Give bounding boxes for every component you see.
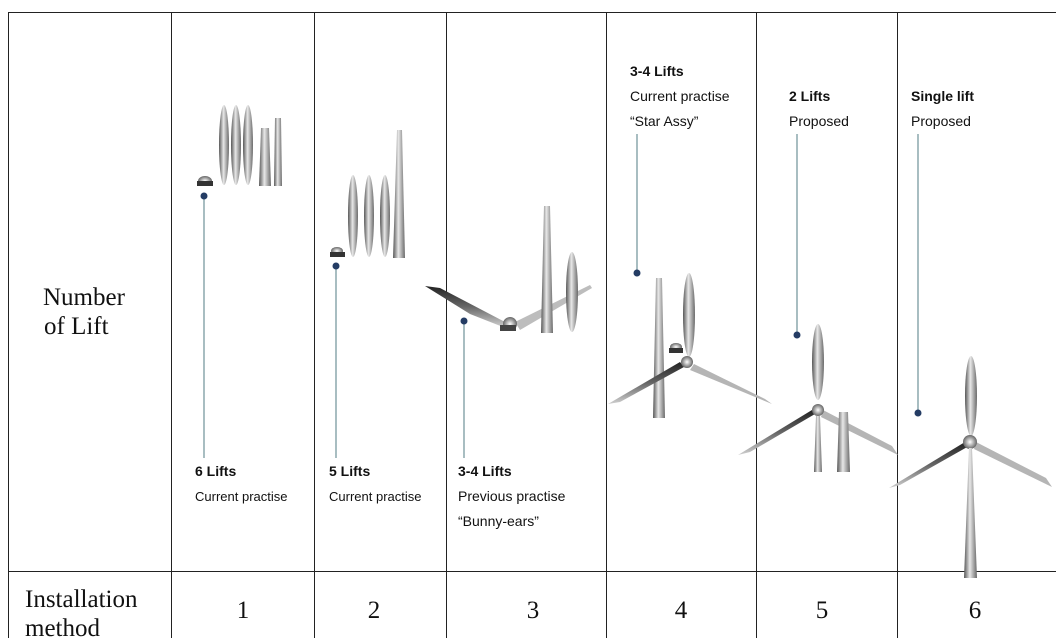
practise-status: Proposed [911,113,971,129]
method-5-illustration [738,134,898,472]
tower-section-icon [259,128,271,186]
nacelle-icon [669,343,683,353]
marker-dot [793,331,801,339]
method-number: 5 [815,597,829,624]
rotor-blade-icon [821,410,898,455]
grid-line [8,571,1056,572]
method-number: 3 [526,597,540,624]
method-3-caption: 3-4 Lifts Previous practise “Bunny-ears” [458,459,565,534]
method-name: “Star Assy” [630,113,699,129]
grid-line [8,12,9,638]
practise-status: Current practise [195,489,288,504]
practise-status: Proposed [789,113,849,129]
tower-icon [393,130,405,258]
blade-icon [812,324,824,400]
grid-line [171,12,172,638]
rotor-blade-icon [425,286,505,327]
method-number: 4 [674,597,688,624]
lift-count: 3-4 Lifts [458,463,512,479]
method-6-illustration [889,134,1052,578]
blade-icon [566,252,578,332]
row-label-installation-method: Installation method [25,585,137,638]
practise-status: Current practise [630,88,730,104]
row-label-number-of-lift: Number of Lift [43,283,125,341]
nacelle-icon [330,247,345,257]
rotor-blade-icon [974,442,1052,487]
grid-line [8,12,1056,13]
grid-line [606,12,607,638]
method-6-caption: Single lift Proposed [911,84,974,134]
tower-icon [653,278,665,418]
grid-line [446,12,447,638]
grid-line [897,12,898,638]
method-number: 2 [367,597,381,624]
lift-count: 2 Lifts [789,88,831,104]
tower-icon [964,448,977,578]
lift-count: 5 Lifts [329,463,371,479]
marker-dot [914,409,922,417]
blade-icon [380,175,390,257]
blade-icon [348,175,358,257]
tower-section-icon [837,412,850,472]
blade-icon [243,105,253,185]
row-label-line: of Lift [44,313,109,340]
lift-count: 3-4 Lifts [630,63,684,79]
rotor-blade-icon [515,285,592,330]
blade-icon [364,175,374,257]
marker-dot [633,269,641,277]
blade-icon [965,356,977,436]
method-3-illustration [425,206,592,458]
practise-status: Previous practise [458,488,566,504]
marker-dot [460,317,468,325]
tower-icon [814,416,822,472]
method-1-caption: 6 Lifts Current practise [195,459,287,509]
row-label-line: method [25,615,100,638]
row-label-line: Installation [25,586,138,613]
rotor-blade-icon [608,362,684,404]
method-5-caption: 2 Lifts Proposed [789,84,849,134]
blade-icon [219,105,229,185]
hub-icon [963,435,977,449]
lift-count: 6 Lifts [195,463,237,479]
method-2-caption: 5 Lifts Current practise [329,459,421,509]
method-1-illustration [197,105,282,458]
tower-section-icon [274,118,282,186]
hub-icon [681,356,693,368]
blade-icon [231,105,241,185]
grid-line [756,12,757,638]
method-number: 1 [236,597,250,624]
marker-dot [200,192,208,200]
nacelle-icon [500,325,516,331]
method-2-illustration [330,130,405,458]
hub-icon [812,404,824,416]
method-name: “Bunny-ears” [458,513,539,529]
rotor-blade-icon [690,364,772,404]
marker-dot [332,262,340,270]
method-number: 6 [968,597,982,624]
tower-icon [541,206,553,333]
nacelle-icon [197,176,213,186]
rotor-blade-icon [889,442,969,488]
method-4-caption: 3-4 Lifts Current practise “Star Assy” [630,59,730,134]
row-label-line: Number [43,284,125,311]
grid-line [314,12,315,638]
blade-icon [683,273,695,357]
rotor-blade-icon [738,410,815,455]
lift-count: Single lift [911,88,974,104]
practise-status: Current practise [329,489,422,504]
method-4-illustration [608,134,772,418]
